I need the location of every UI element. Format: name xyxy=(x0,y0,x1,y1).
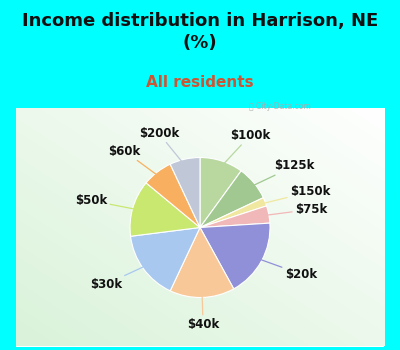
Text: $200k: $200k xyxy=(139,127,186,167)
Text: $75k: $75k xyxy=(260,203,327,216)
Wedge shape xyxy=(130,183,200,236)
Text: $125k: $125k xyxy=(248,159,315,188)
Text: $30k: $30k xyxy=(90,264,150,291)
Wedge shape xyxy=(200,206,270,228)
Text: $150k: $150k xyxy=(257,186,330,205)
Text: ⓘ City-Data.com: ⓘ City-Data.com xyxy=(249,102,311,111)
Text: $20k: $20k xyxy=(254,257,317,281)
Wedge shape xyxy=(170,158,200,228)
Wedge shape xyxy=(200,198,266,228)
Text: $60k: $60k xyxy=(108,145,162,179)
Text: All residents: All residents xyxy=(146,75,254,90)
Wedge shape xyxy=(170,228,234,298)
Wedge shape xyxy=(200,223,270,289)
Text: $100k: $100k xyxy=(219,129,270,169)
Text: $50k: $50k xyxy=(75,194,141,210)
Text: Income distribution in Harrison, NE
(%): Income distribution in Harrison, NE (%) xyxy=(22,12,378,52)
Text: $40k: $40k xyxy=(187,289,219,330)
Wedge shape xyxy=(200,171,263,228)
Wedge shape xyxy=(130,228,200,291)
Wedge shape xyxy=(200,158,241,228)
Wedge shape xyxy=(146,164,200,228)
